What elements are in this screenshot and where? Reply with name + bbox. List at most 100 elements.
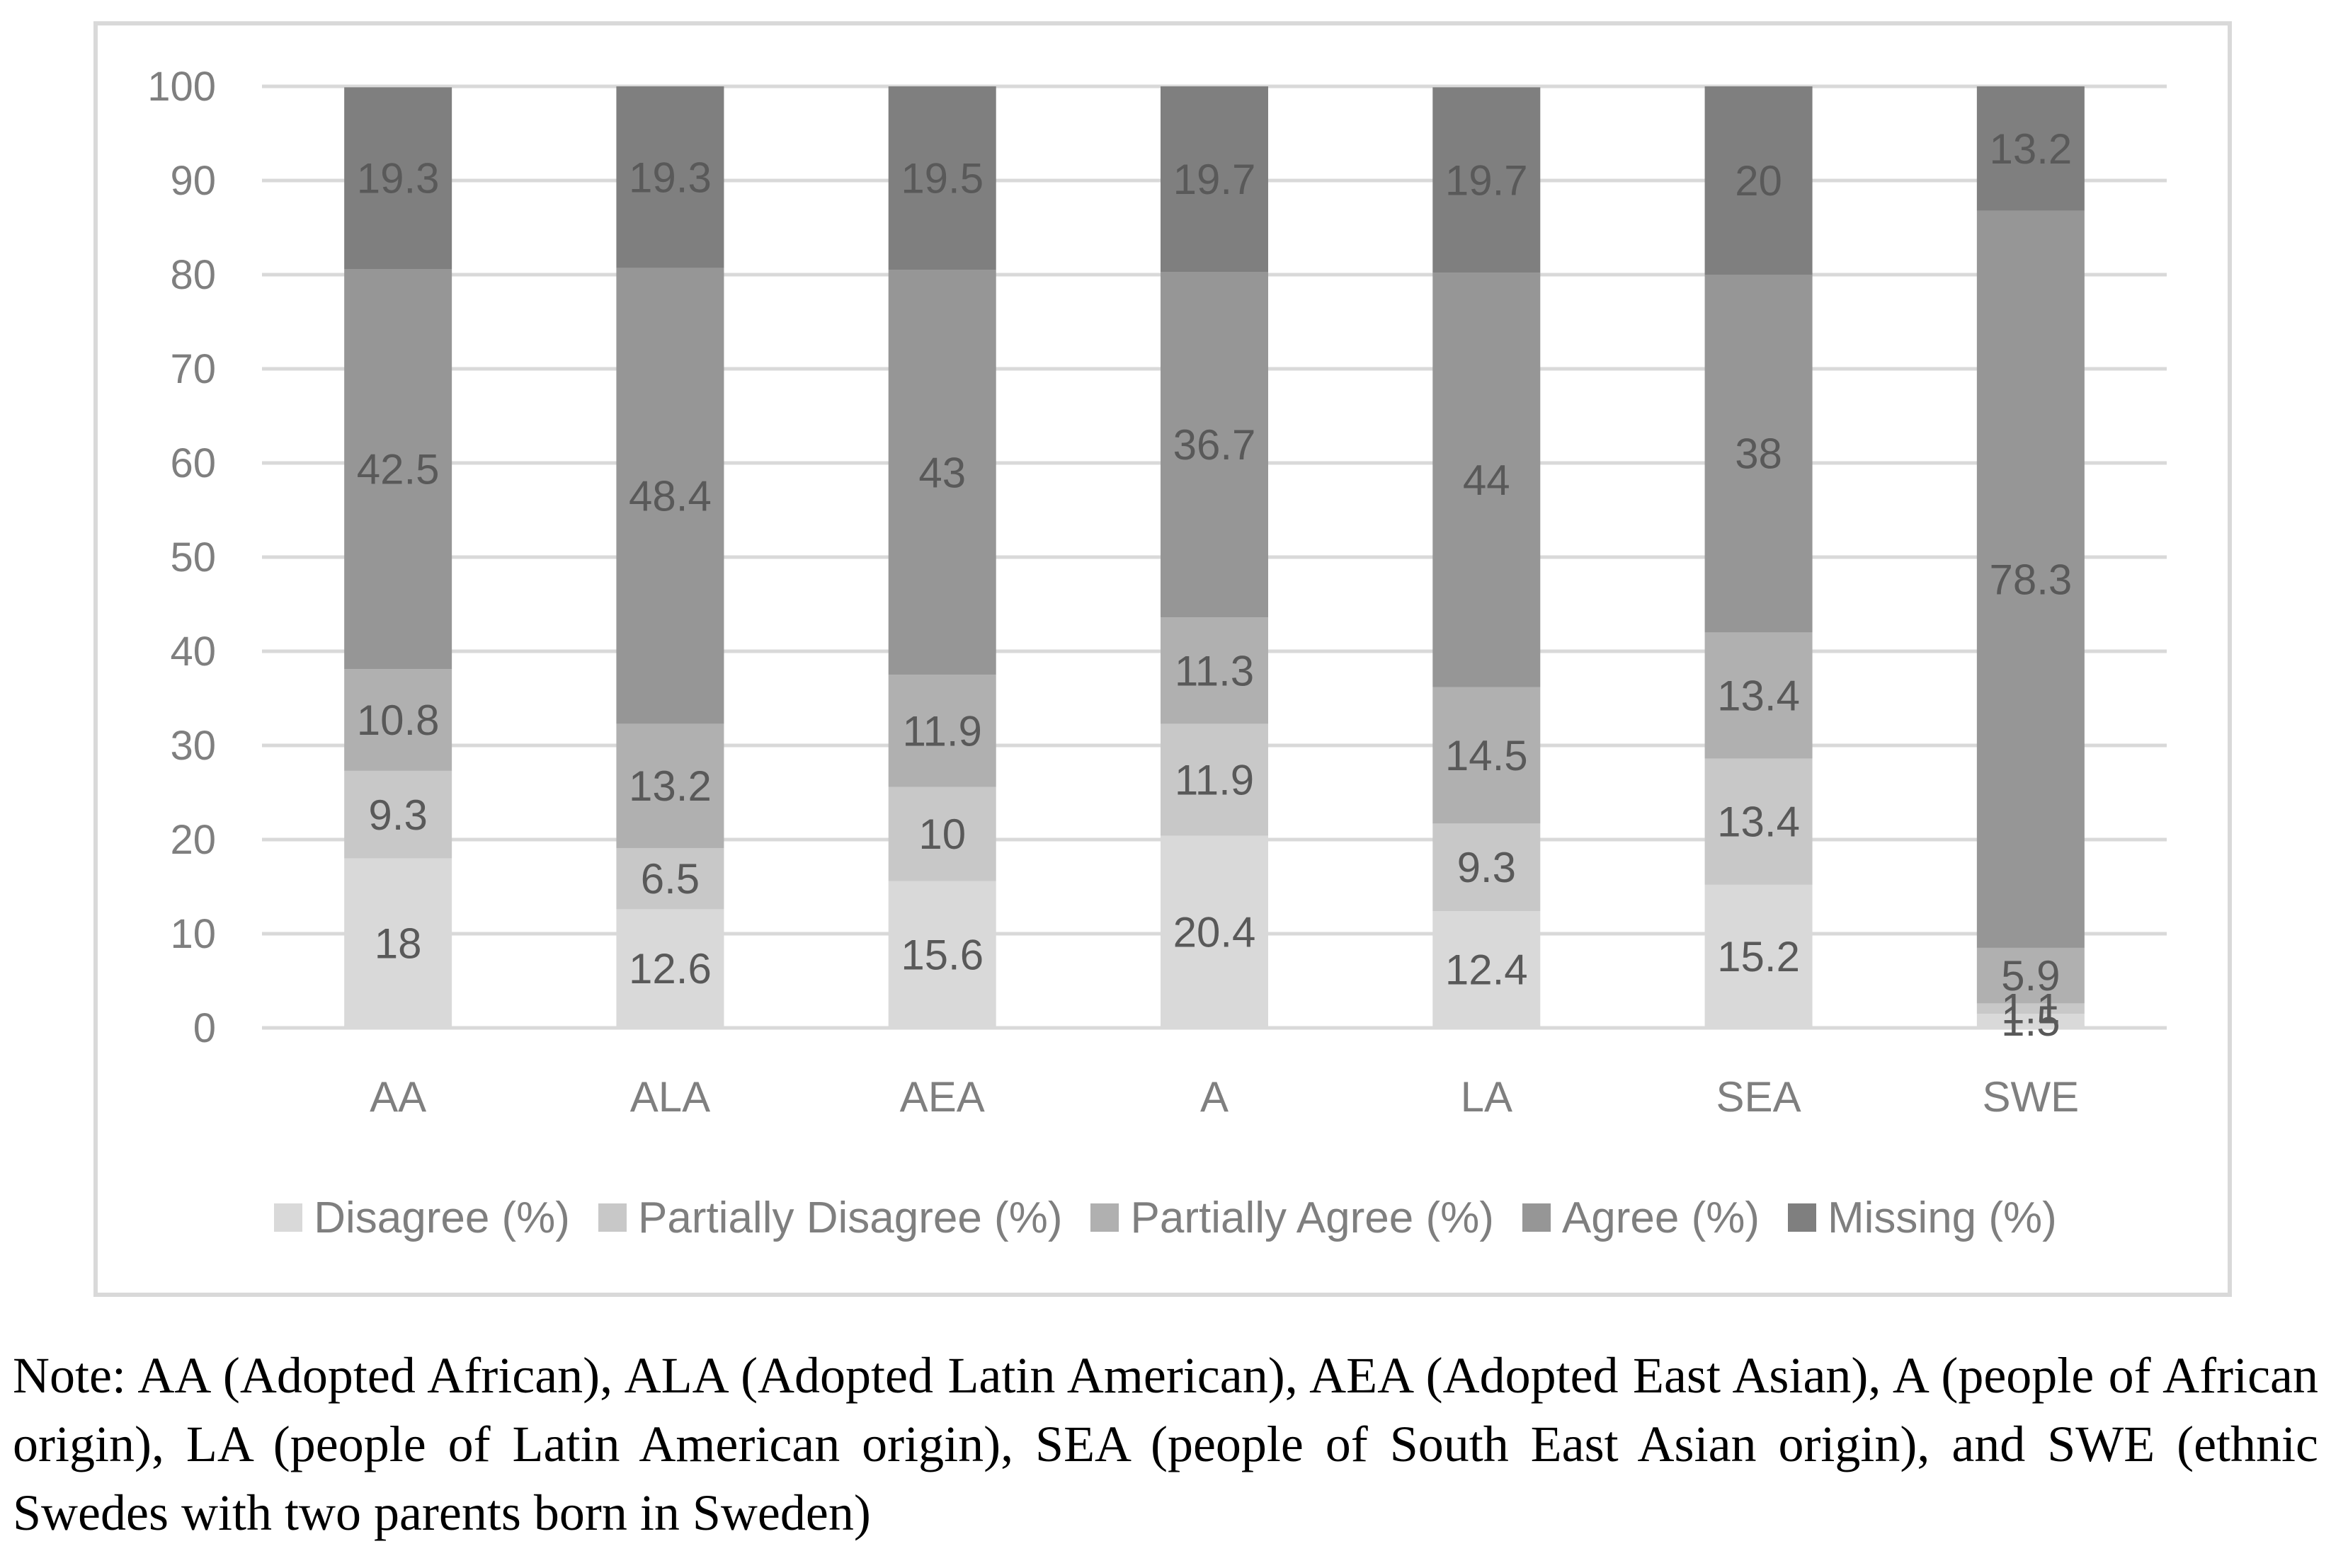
data-label: 13.2 — [629, 762, 712, 810]
legend-item: Missing (%) — [1788, 1193, 2057, 1243]
data-label: 20 — [1735, 157, 1782, 205]
legend-label: Partially Agree (%) — [1130, 1193, 1494, 1242]
bar-segment — [1161, 835, 1268, 1028]
bar-segment — [1432, 273, 1541, 687]
x-category-label: AEA — [900, 1073, 985, 1121]
bar-segment — [1161, 617, 1268, 724]
y-tick-label: 30 — [170, 723, 216, 769]
data-label: 13.4 — [1717, 673, 1800, 720]
bar-segment — [1432, 823, 1541, 912]
data-label: 9.3 — [368, 791, 427, 839]
data-label: 78.3 — [1989, 556, 2072, 603]
bar-segment — [1976, 210, 2085, 948]
bar-segment — [1976, 1003, 2085, 1014]
bar-segment — [888, 270, 996, 675]
bar-segment — [344, 87, 452, 270]
data-label: 9.3 — [1457, 844, 1516, 891]
data-label: 19.3 — [357, 155, 440, 202]
bar-segment — [1976, 86, 2085, 211]
data-labels: 18 9.3 10.8 42.5 19.3 12.6 6.5 13.2 48.4 19.3 15.6… — [357, 125, 2072, 1045]
data-label: 5.9 — [2001, 952, 2060, 1000]
data-label: 19.7 — [1173, 156, 1256, 203]
bar-segment — [344, 669, 452, 771]
data-label: 11.9 — [903, 707, 982, 755]
data-label: 15.2 — [1717, 933, 1800, 980]
bar-segment — [344, 858, 452, 1028]
bar-segment — [1432, 911, 1541, 1028]
legend-swatch — [1788, 1203, 1816, 1232]
legend-label: Disagree (%) — [314, 1193, 570, 1242]
y-tick-label: 50 — [170, 534, 216, 580]
y-tick-label: 80 — [170, 252, 216, 298]
data-label: 43 — [918, 449, 966, 496]
data-label: 12.4 — [1445, 946, 1528, 994]
legend-label: Agree (%) — [1561, 1193, 1760, 1242]
bar-segment — [616, 909, 724, 1028]
legend-item: Disagree (%) — [274, 1193, 570, 1243]
bar-segment — [344, 770, 452, 859]
legend-label: Partially Disagree (%) — [637, 1193, 1063, 1242]
bar-segment — [888, 86, 996, 270]
data-label: 15.6 — [901, 931, 984, 978]
data-label: 19.3 — [629, 154, 712, 201]
x-category-label: SEA — [1716, 1073, 1801, 1121]
legend-label: Missing (%) — [1828, 1193, 2057, 1242]
data-label: 11.3 — [1175, 647, 1254, 694]
bar-segment — [616, 86, 724, 268]
bar-segment — [616, 847, 724, 910]
legend-swatch — [1522, 1203, 1551, 1232]
x-axis-categories: AA ALA AEA A LA SEA SWE — [370, 1073, 2079, 1121]
data-label: 42.5 — [357, 446, 440, 493]
data-label: 14.5 — [1445, 732, 1528, 779]
data-label: 6.5 — [641, 855, 700, 903]
stacked-bar-chart: 0 10 20 30 40 50 60 70 80 90 100 18 9.3 10.8 42.5 19.3… — [147, 64, 2167, 1121]
bar-segment — [1161, 272, 1268, 618]
bar-segment — [1432, 87, 1541, 273]
y-tick-label: 40 — [170, 629, 216, 675]
bar-segment — [888, 881, 996, 1028]
x-category-label: A — [1200, 1073, 1229, 1121]
bar-segment — [1976, 1014, 2085, 1028]
bar-segment — [888, 675, 996, 787]
y-tick-label: 90 — [170, 158, 216, 204]
y-tick-label: 0 — [193, 1005, 216, 1051]
x-category-label: AA — [370, 1073, 426, 1121]
bar-segment — [1704, 632, 1813, 759]
bar-segment — [1704, 884, 1813, 1028]
data-label: 19.7 — [1445, 156, 1528, 204]
data-label: 36.7 — [1173, 421, 1256, 469]
data-label: 18 — [375, 920, 422, 967]
bar-segment — [616, 723, 724, 848]
data-label: 10.8 — [357, 697, 440, 744]
data-label: 11.9 — [1175, 757, 1254, 804]
data-label: 44 — [1463, 457, 1510, 504]
y-tick-label: 60 — [170, 440, 216, 486]
bar-segment — [344, 269, 452, 670]
data-label: 19.5 — [901, 155, 984, 202]
data-label: 38 — [1735, 430, 1782, 478]
y-tick-label: 100 — [147, 64, 216, 110]
bar-segment — [1704, 758, 1813, 885]
bar-segment — [616, 268, 724, 724]
y-tick-label: 70 — [170, 346, 216, 392]
data-label: 1.5 — [2001, 997, 2060, 1045]
data-label: 12.6 — [629, 945, 712, 992]
bar-segment — [888, 786, 996, 881]
bars — [344, 86, 2085, 1028]
legend-swatch — [1090, 1203, 1119, 1232]
legend-item: Partially Agree (%) — [1090, 1193, 1494, 1243]
data-label: 1.1 — [2001, 985, 2060, 1033]
data-label: 13.4 — [1717, 799, 1800, 846]
data-label: 20.4 — [1173, 908, 1256, 956]
bar-segment — [1161, 723, 1268, 836]
x-category-label: ALA — [630, 1073, 710, 1121]
legend-item: Partially Disagree (%) — [598, 1193, 1063, 1243]
x-category-label: SWE — [1983, 1073, 2080, 1121]
legend-item: Agree (%) — [1522, 1193, 1760, 1243]
figure-note: Note: AA (Adopted African), ALA (Adopted… — [13, 1347, 2318, 1541]
legend-swatch — [598, 1203, 627, 1232]
y-tick-label: 10 — [170, 911, 216, 957]
data-label: 10 — [918, 811, 966, 858]
data-label: 13.2 — [1989, 125, 2072, 173]
bar-segment — [1704, 86, 1813, 275]
